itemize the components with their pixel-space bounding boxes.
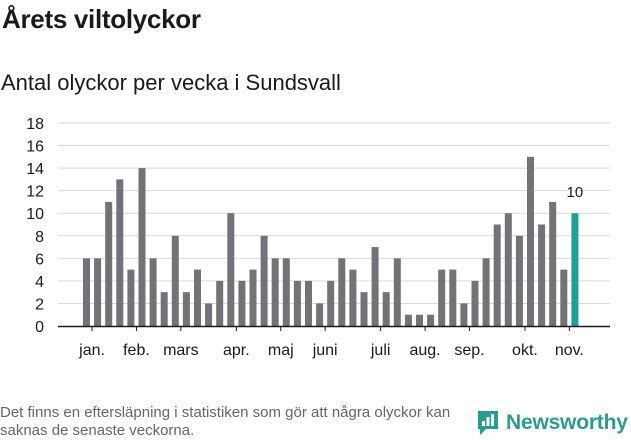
x-tick-label: sep. — [454, 342, 484, 359]
bar — [382, 292, 390, 326]
bar — [515, 235, 523, 326]
chart-title: Årets viltolyckor — [2, 4, 201, 34]
x-tick-label: juni — [312, 342, 338, 359]
bar — [338, 258, 346, 326]
x-tick-label: feb. — [123, 342, 150, 359]
x-tick-label: juli — [370, 342, 391, 359]
bar — [182, 292, 190, 326]
y-tick-label: 14 — [26, 161, 44, 178]
bar — [504, 213, 512, 326]
bar — [538, 224, 546, 326]
bar — [305, 280, 312, 326]
y-tick-label: 16 — [26, 139, 44, 156]
bar — [316, 303, 324, 326]
bar — [105, 201, 113, 326]
bar — [482, 258, 490, 326]
bar — [271, 258, 279, 326]
y-axis-ticks: 0 2 4 6 8 10 12 14 16 18 — [26, 116, 44, 336]
bar — [83, 258, 90, 326]
x-axis-ticks: jan. feb. mars apr. maj juni juli aug. sep. okt. n… — [78, 326, 584, 359]
bar — [194, 269, 201, 326]
newsworthy-logo[interactable]: Newsworthy — [476, 408, 628, 438]
bar — [205, 303, 213, 326]
bar — [438, 269, 446, 326]
y-tick-label: 4 — [35, 274, 44, 291]
y-tick-label: 0 — [35, 319, 44, 336]
y-tick-label: 18 — [26, 116, 44, 133]
bar — [360, 292, 368, 326]
bar-highlight — [571, 213, 579, 326]
bar — [216, 280, 224, 326]
bar — [260, 235, 268, 326]
bar — [238, 280, 246, 326]
y-tick-label: 12 — [26, 184, 44, 201]
footnote: Det finns en eftersläpning i statistiken… — [0, 404, 451, 439]
bar — [460, 303, 468, 326]
y-tick-label: 6 — [35, 251, 44, 268]
bar — [493, 224, 501, 326]
bar — [282, 258, 290, 326]
y-tick-label: 8 — [35, 229, 44, 246]
x-tick-label: okt. — [512, 342, 538, 359]
data-labels: 10 — [567, 184, 584, 201]
x-tick-label: apr. — [223, 342, 250, 359]
brand-name: Newsworthy — [506, 411, 628, 434]
bar — [249, 269, 257, 326]
bar — [393, 258, 401, 326]
highlight-value-label: 10 — [567, 184, 584, 201]
bar — [371, 247, 379, 326]
bar — [416, 314, 423, 326]
bar — [149, 258, 157, 326]
y-tick-label: 10 — [26, 206, 44, 223]
bar — [227, 213, 235, 326]
bar — [127, 269, 135, 326]
bar — [171, 235, 179, 326]
y-tick-label: 2 — [35, 296, 44, 313]
bar — [94, 258, 102, 326]
bar — [449, 269, 457, 326]
bar — [349, 269, 357, 326]
newsworthy-logo-icon — [478, 411, 498, 435]
bar — [427, 314, 435, 326]
bar — [560, 269, 568, 326]
bar — [527, 156, 534, 326]
bar — [116, 179, 124, 326]
bar — [293, 280, 301, 326]
bar — [549, 201, 557, 326]
bars — [83, 156, 579, 326]
bar — [138, 168, 146, 326]
x-tick-label: mars — [163, 342, 199, 359]
bar — [471, 280, 479, 326]
bar — [404, 314, 412, 326]
chart-subtitle: Antal olyckor per vecka i Sundsvall — [1, 70, 341, 95]
x-tick-label: maj — [268, 342, 294, 359]
bar — [327, 280, 335, 326]
x-tick-label: nov. — [555, 342, 584, 359]
x-tick-label: aug. — [409, 342, 440, 359]
bar — [160, 292, 168, 326]
x-tick-label: jan. — [78, 342, 105, 359]
